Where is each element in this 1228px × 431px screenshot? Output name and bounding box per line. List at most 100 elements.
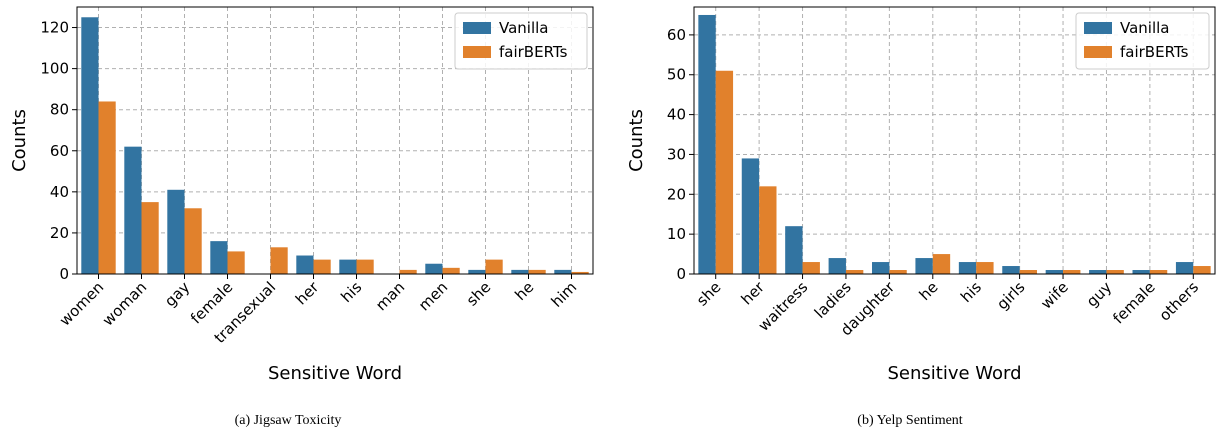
bar-vanilla-he [915,258,933,274]
y-tick-label: 40 [50,183,69,201]
x-tick-label: she [463,278,495,310]
bar-fairberts-he [932,254,951,274]
bar-vanilla-ladies [828,258,846,274]
bar-fairberts-girls [1019,270,1037,274]
y-tick-label: 100 [40,60,69,78]
legend-swatch [1084,22,1112,34]
bar-vanilla-she [468,269,486,274]
bar-vanilla-her [741,158,760,274]
bar-fairberts-ladies [845,270,864,274]
x-tick-label: her [738,278,769,309]
bar-vanilla-female [1132,270,1150,274]
legend-label: Vanilla [499,19,549,37]
legend-swatch [1084,46,1112,58]
x-tick-label: his [337,278,365,306]
bar-vanilla-she [698,14,716,274]
bar-fairberts-her [313,259,331,274]
bar-fairberts-she [715,70,734,274]
bar-fairberts-female [227,251,245,274]
legend: Vanilla fairBERTs [454,12,588,70]
bar-fairberts-woman [141,202,159,274]
legend-swatch [463,22,491,34]
bar-vanilla-his [339,259,357,274]
bar-fairberts-his [356,259,374,274]
bar-fairberts-her [759,186,777,274]
x-tick-label: him [548,278,581,311]
y-tick-label: 60 [667,26,686,44]
x-tick-label: girls [993,278,1028,313]
y-tick-label: 80 [50,101,69,119]
bar-vanilla-gay [167,189,185,274]
x-tick-label: his [957,278,985,306]
x-tick-label: female [1109,278,1158,327]
bar-vanilla-guy [1089,270,1107,274]
bar-fairberts-gay [184,208,202,274]
bar-fairberts-she [485,259,503,274]
bar-vanilla-he [511,269,529,274]
x-tick-label: woman [99,278,150,329]
x-tick-label: she [693,278,725,310]
bar-vanilla-wife [1045,270,1064,274]
bar-fairberts-wife [1063,270,1081,274]
bar-fairberts-his [976,262,994,274]
x-tick-label: men [415,278,451,314]
legend-label: fairBERTs [499,43,568,61]
legend-label: Vanilla [1120,19,1170,37]
bar-fairberts-waitress [802,262,820,274]
bar-vanilla-women [81,17,99,275]
bar-vanilla-girls [1002,266,1020,274]
bar-vanilla-his [958,262,977,274]
bar-vanilla-female [210,241,228,274]
bar-fairberts-him [571,271,589,274]
plot-frame [693,6,1216,275]
y-tick-label: 50 [667,66,686,84]
bar-fairberts-women [98,101,116,274]
y-axis-label: Counts [626,109,647,172]
x-axis-label: Sensitive Word [268,363,402,384]
y-axis-label: Counts [9,109,30,172]
x-axis-label: Sensitive Word [887,363,1021,384]
x-tick-label: man [372,278,408,314]
chart-caption: (b) Yelp Sentiment [857,413,963,428]
bar-vanilla-woman [124,146,142,274]
y-tick-label: 20 [667,185,686,203]
x-tick-label: he [916,278,942,304]
plot-frame [76,6,594,275]
y-tick-label: 0 [676,265,686,283]
bar-fairberts-he [528,269,546,274]
x-tick-label: wife [1037,278,1072,313]
y-tick-label: 20 [50,224,69,242]
legend-label: fairBERTs [1120,43,1189,61]
bar-vanilla-men [425,263,443,274]
bar-fairberts-guy [1106,270,1124,274]
bar-fairberts-men [442,267,460,274]
x-tick-label: women [56,278,107,329]
y-tick-label: 0 [59,265,69,283]
y-tick-label: 30 [667,145,686,163]
chart-caption: (a) Jigsaw Toxicity [235,413,342,428]
bar-vanilla-others [1175,262,1194,274]
x-tick-label: he [511,278,537,304]
x-tick-label: guy [1083,278,1116,311]
legend-swatch [463,46,491,58]
y-tick-label: 10 [667,225,686,243]
bar-fairberts-others [1193,266,1211,274]
bar-fairberts-daughter [889,270,907,274]
y-tick-label: 60 [50,142,69,160]
x-tick-label: others [1156,278,1203,325]
legend: Vanilla fairBERTs [1075,12,1210,70]
bar-vanilla-daughter [872,262,890,274]
y-tick-label: 120 [40,19,69,37]
bar-vanilla-waitress [785,226,803,274]
x-tick-label: her [292,278,323,309]
bar-vanilla-her [296,255,314,274]
bar-fairberts-man [399,269,417,274]
y-tick-label: 40 [667,106,686,124]
bar-fairberts-transexual [270,247,288,274]
bar-vanilla-him [554,269,572,274]
x-tick-label: gay [161,278,193,310]
bar-fairberts-female [1149,270,1168,274]
